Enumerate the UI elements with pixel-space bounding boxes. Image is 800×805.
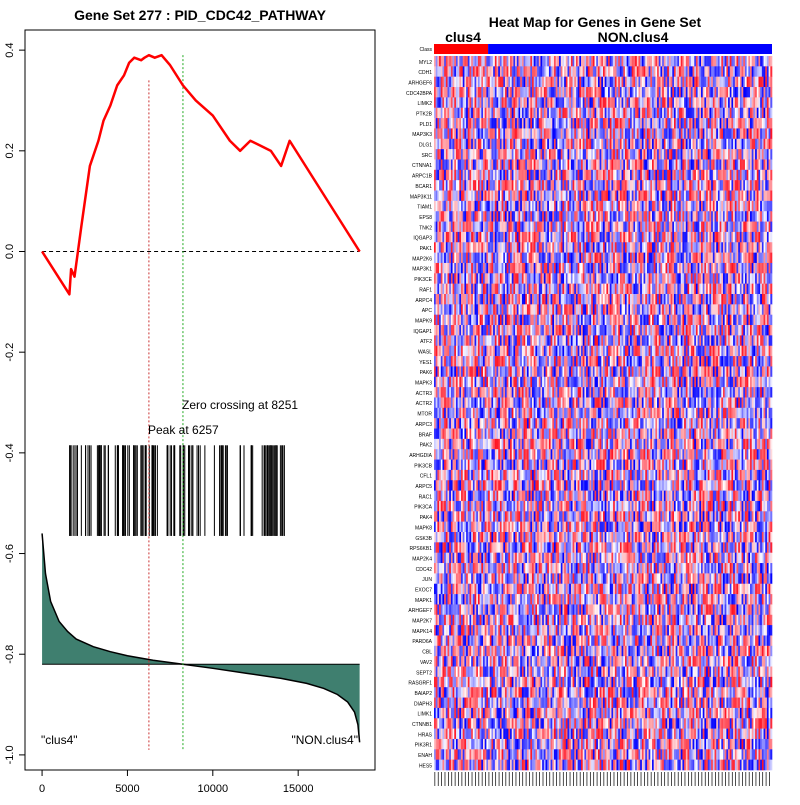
y-tick-label: -0.8 xyxy=(4,645,16,664)
x-tick-label: 15000 xyxy=(283,783,314,795)
heat-cell xyxy=(770,242,772,253)
heat-cell xyxy=(770,211,772,222)
enrichment-plot: Gene Set 277 : PID_CDC42_PATHWAY 0 5000 10… xyxy=(0,0,390,800)
heat-cell xyxy=(770,170,772,181)
heat-cell xyxy=(770,180,772,191)
y-tick-label: 0.2 xyxy=(4,143,16,158)
heatmap-title: Heat Map for Genes in Gene Set xyxy=(489,14,702,30)
heat-cell xyxy=(770,201,772,212)
y-tick-label: -0.2 xyxy=(4,343,16,362)
rank-metric-curve xyxy=(42,533,360,742)
rank-metric-area xyxy=(42,533,360,742)
heat-cell xyxy=(770,56,772,67)
axes: 0 5000 10000 15000 0.4 0.2 0.0 -0.2 -0.4 -0.6 -0.8… xyxy=(4,42,313,795)
heat-cell xyxy=(770,128,772,139)
heat-cell xyxy=(770,294,772,305)
class-bar-1 xyxy=(488,44,772,54)
y-tick-label: 0.4 xyxy=(4,42,16,57)
heat-cell xyxy=(770,97,772,108)
heat-cell xyxy=(770,108,772,119)
heat-cell xyxy=(770,273,772,284)
heatmap-cells xyxy=(434,44,772,770)
heat-cell xyxy=(770,66,772,77)
group-label-non-clus4: NON.clus4 xyxy=(598,29,669,45)
y-tick-label: -0.4 xyxy=(4,443,16,462)
heat-cell xyxy=(770,139,772,150)
group-label-clus4: clus4 xyxy=(445,29,481,45)
heat-cell xyxy=(770,222,772,233)
heatmap: Heat Map for Genes in Gene Set clus4 NON… xyxy=(390,0,800,800)
heat-cell xyxy=(770,191,772,202)
right-phenotype-label: "NON.clus4" xyxy=(291,733,358,747)
heat-cell xyxy=(770,253,772,264)
x-tick-label: 10000 xyxy=(198,783,229,795)
heat-cell xyxy=(770,87,772,98)
y-tick-label: -0.6 xyxy=(4,544,16,563)
y-tick-label: -1.0 xyxy=(4,745,16,764)
heat-cell xyxy=(770,284,772,295)
y-tick-label: 0.0 xyxy=(4,244,16,259)
heat-cell xyxy=(770,118,772,129)
class-bar-0 xyxy=(434,44,488,54)
heat-cell xyxy=(770,159,772,170)
x-tick-label: 0 xyxy=(39,783,45,795)
heat-cell xyxy=(770,149,772,160)
enrichment-plot-panel: Gene Set 277 : PID_CDC42_PATHWAY 0 5000 10… xyxy=(0,0,390,800)
heat-cell xyxy=(770,77,772,88)
x-tick-label: 5000 xyxy=(115,783,139,795)
zero-crossing-annotation: Zero crossing at 8251 xyxy=(182,398,298,412)
enrichment-plot-title: Gene Set 277 : PID_CDC42_PATHWAY xyxy=(74,7,326,23)
heat-cell xyxy=(770,263,772,274)
heat-cell xyxy=(770,232,772,243)
heatmap-panel: Heat Map for Genes in Gene Set clus4 NON… xyxy=(390,0,800,800)
left-phenotype-label: "clus4" xyxy=(41,733,78,747)
peak-annotation: Peak at 6257 xyxy=(148,423,219,437)
running-es-line xyxy=(42,55,360,294)
